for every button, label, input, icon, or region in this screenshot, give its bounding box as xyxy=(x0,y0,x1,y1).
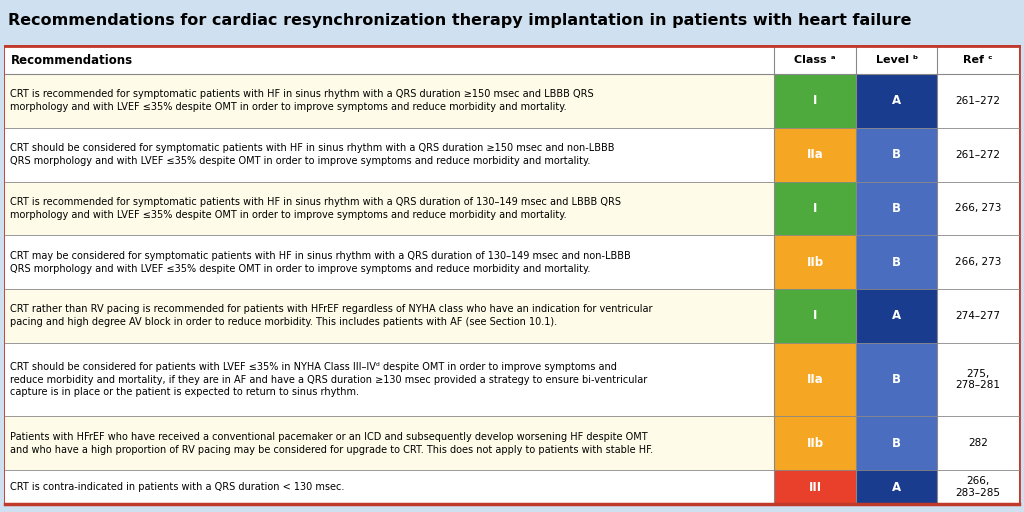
Text: CRT should be considered for symptomatic patients with HF in sinus rhythm with a: CRT should be considered for symptomatic… xyxy=(10,143,614,166)
Bar xyxy=(938,181,1019,235)
Text: Ref ᶜ: Ref ᶜ xyxy=(964,55,993,65)
Bar xyxy=(856,74,938,128)
Text: CRT rather than RV pacing is recommended for patients with HFrEF regardless of N: CRT rather than RV pacing is recommended… xyxy=(10,305,652,327)
Text: 261–272: 261–272 xyxy=(955,150,1000,160)
Bar xyxy=(938,343,1019,416)
Bar xyxy=(938,235,1019,289)
Text: Patients with HFrEF who have received a conventional pacemaker or an ICD and sub: Patients with HFrEF who have received a … xyxy=(10,432,653,455)
Text: CRT is contra-indicated in patients with a QRS duration < 130 msec.: CRT is contra-indicated in patients with… xyxy=(10,482,344,492)
Text: B: B xyxy=(892,373,901,386)
Text: IIb: IIb xyxy=(807,437,823,450)
Text: Class ᵃ: Class ᵃ xyxy=(795,55,836,65)
Bar xyxy=(5,343,774,416)
Text: 275,
278–281: 275, 278–281 xyxy=(955,369,1000,391)
Text: 266, 273: 266, 273 xyxy=(955,203,1001,214)
Bar xyxy=(938,470,1019,504)
Bar xyxy=(938,74,1019,128)
Text: Recommendations for cardiac resynchronization therapy implantation in patients w: Recommendations for cardiac resynchroniz… xyxy=(8,13,911,29)
Text: B: B xyxy=(892,148,901,161)
Bar xyxy=(5,74,774,128)
Text: CRT is recommended for symptomatic patients with HF in sinus rhythm with a QRS d: CRT is recommended for symptomatic patie… xyxy=(10,90,594,112)
Bar xyxy=(5,46,1019,74)
Bar xyxy=(774,416,856,470)
Bar xyxy=(5,416,774,470)
Bar xyxy=(856,128,938,181)
Text: B: B xyxy=(892,202,901,215)
Text: I: I xyxy=(813,309,817,323)
Bar xyxy=(5,470,774,504)
Text: IIa: IIa xyxy=(807,373,823,386)
Text: B: B xyxy=(892,255,901,269)
Text: 266, 273: 266, 273 xyxy=(955,257,1001,267)
Bar xyxy=(938,289,1019,343)
Text: Level ᵇ: Level ᵇ xyxy=(876,55,918,65)
Text: IIb: IIb xyxy=(807,255,823,269)
Bar xyxy=(856,235,938,289)
Bar xyxy=(856,470,938,504)
Bar xyxy=(5,181,774,235)
Text: 261–272: 261–272 xyxy=(955,96,1000,106)
Text: I: I xyxy=(813,94,817,108)
Text: III: III xyxy=(809,481,821,494)
Bar xyxy=(5,289,774,343)
Text: CRT may be considered for symptomatic patients with HF in sinus rhythm with a QR: CRT may be considered for symptomatic pa… xyxy=(10,251,631,273)
Bar xyxy=(5,128,774,181)
Bar xyxy=(774,74,856,128)
Text: Recommendations: Recommendations xyxy=(11,53,133,67)
Bar xyxy=(856,416,938,470)
Bar xyxy=(856,289,938,343)
Text: A: A xyxy=(892,481,901,494)
Text: CRT should be considered for patients with LVEF ≤35% in NYHA Class III–IVᵈ despi: CRT should be considered for patients wi… xyxy=(10,362,647,397)
Bar xyxy=(774,343,856,416)
Bar xyxy=(774,235,856,289)
Text: 266,
283–285: 266, 283–285 xyxy=(955,476,1000,498)
Bar xyxy=(774,128,856,181)
Bar xyxy=(5,46,1019,504)
Text: A: A xyxy=(892,94,901,108)
Text: 274–277: 274–277 xyxy=(955,311,1000,321)
Text: IIa: IIa xyxy=(807,148,823,161)
Bar xyxy=(856,343,938,416)
Text: B: B xyxy=(892,437,901,450)
Bar xyxy=(774,289,856,343)
Text: CRT is recommended for symptomatic patients with HF in sinus rhythm with a QRS d: CRT is recommended for symptomatic patie… xyxy=(10,197,621,220)
Bar xyxy=(938,128,1019,181)
Bar xyxy=(938,416,1019,470)
Text: I: I xyxy=(813,202,817,215)
Text: A: A xyxy=(892,309,901,323)
Bar xyxy=(856,181,938,235)
Text: 282: 282 xyxy=(969,438,988,449)
Bar xyxy=(774,181,856,235)
Bar xyxy=(774,470,856,504)
Bar xyxy=(5,235,774,289)
